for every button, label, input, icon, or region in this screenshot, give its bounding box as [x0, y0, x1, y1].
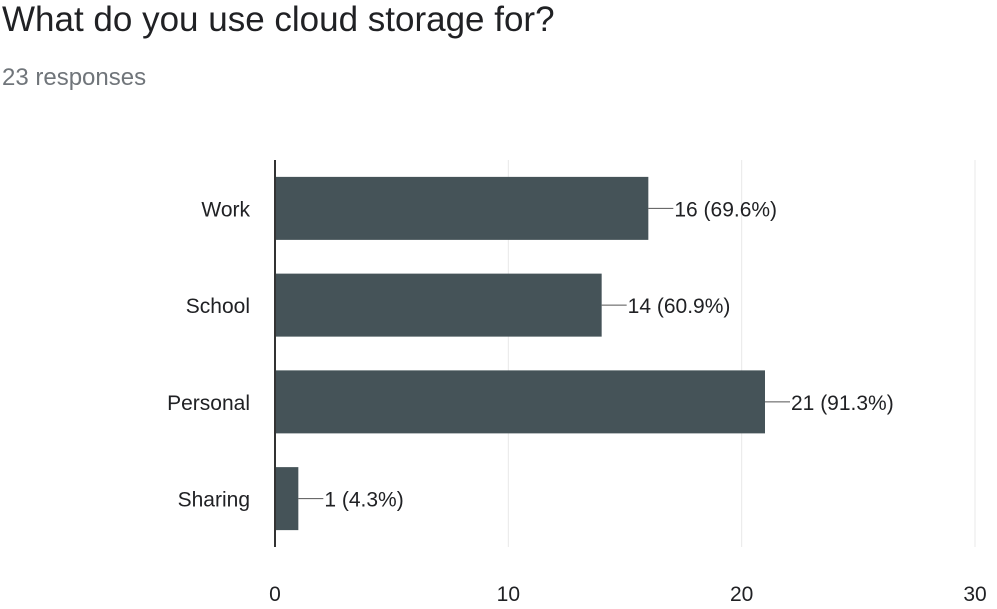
- data-label: 14 (60.9%): [628, 295, 731, 318]
- x-tick-label: 10: [497, 583, 520, 606]
- data-label: 16 (69.6%): [674, 198, 777, 221]
- response-count: 23 responses: [2, 64, 147, 91]
- bar: [275, 273, 602, 337]
- bar: [275, 467, 299, 531]
- data-label: 1 (4.3%): [324, 489, 403, 512]
- category-label: Work: [201, 198, 250, 221]
- bars: [275, 176, 765, 531]
- bar: [275, 176, 649, 240]
- x-tick-label: 30: [963, 583, 986, 606]
- x-tick-label: 0: [269, 583, 281, 606]
- question-title: What do you use cloud storage for?: [2, 0, 555, 39]
- category-label: School: [186, 295, 250, 318]
- data-label: 21 (91.3%): [791, 392, 894, 415]
- bar: [275, 370, 765, 434]
- category-label: Sharing: [178, 489, 250, 512]
- labels: 0 10 20 30 Work 16 (69.6%) School 14 (60.9%) Per…: [167, 198, 987, 606]
- x-tick-label: 20: [730, 583, 753, 606]
- category-label: Personal: [167, 392, 250, 415]
